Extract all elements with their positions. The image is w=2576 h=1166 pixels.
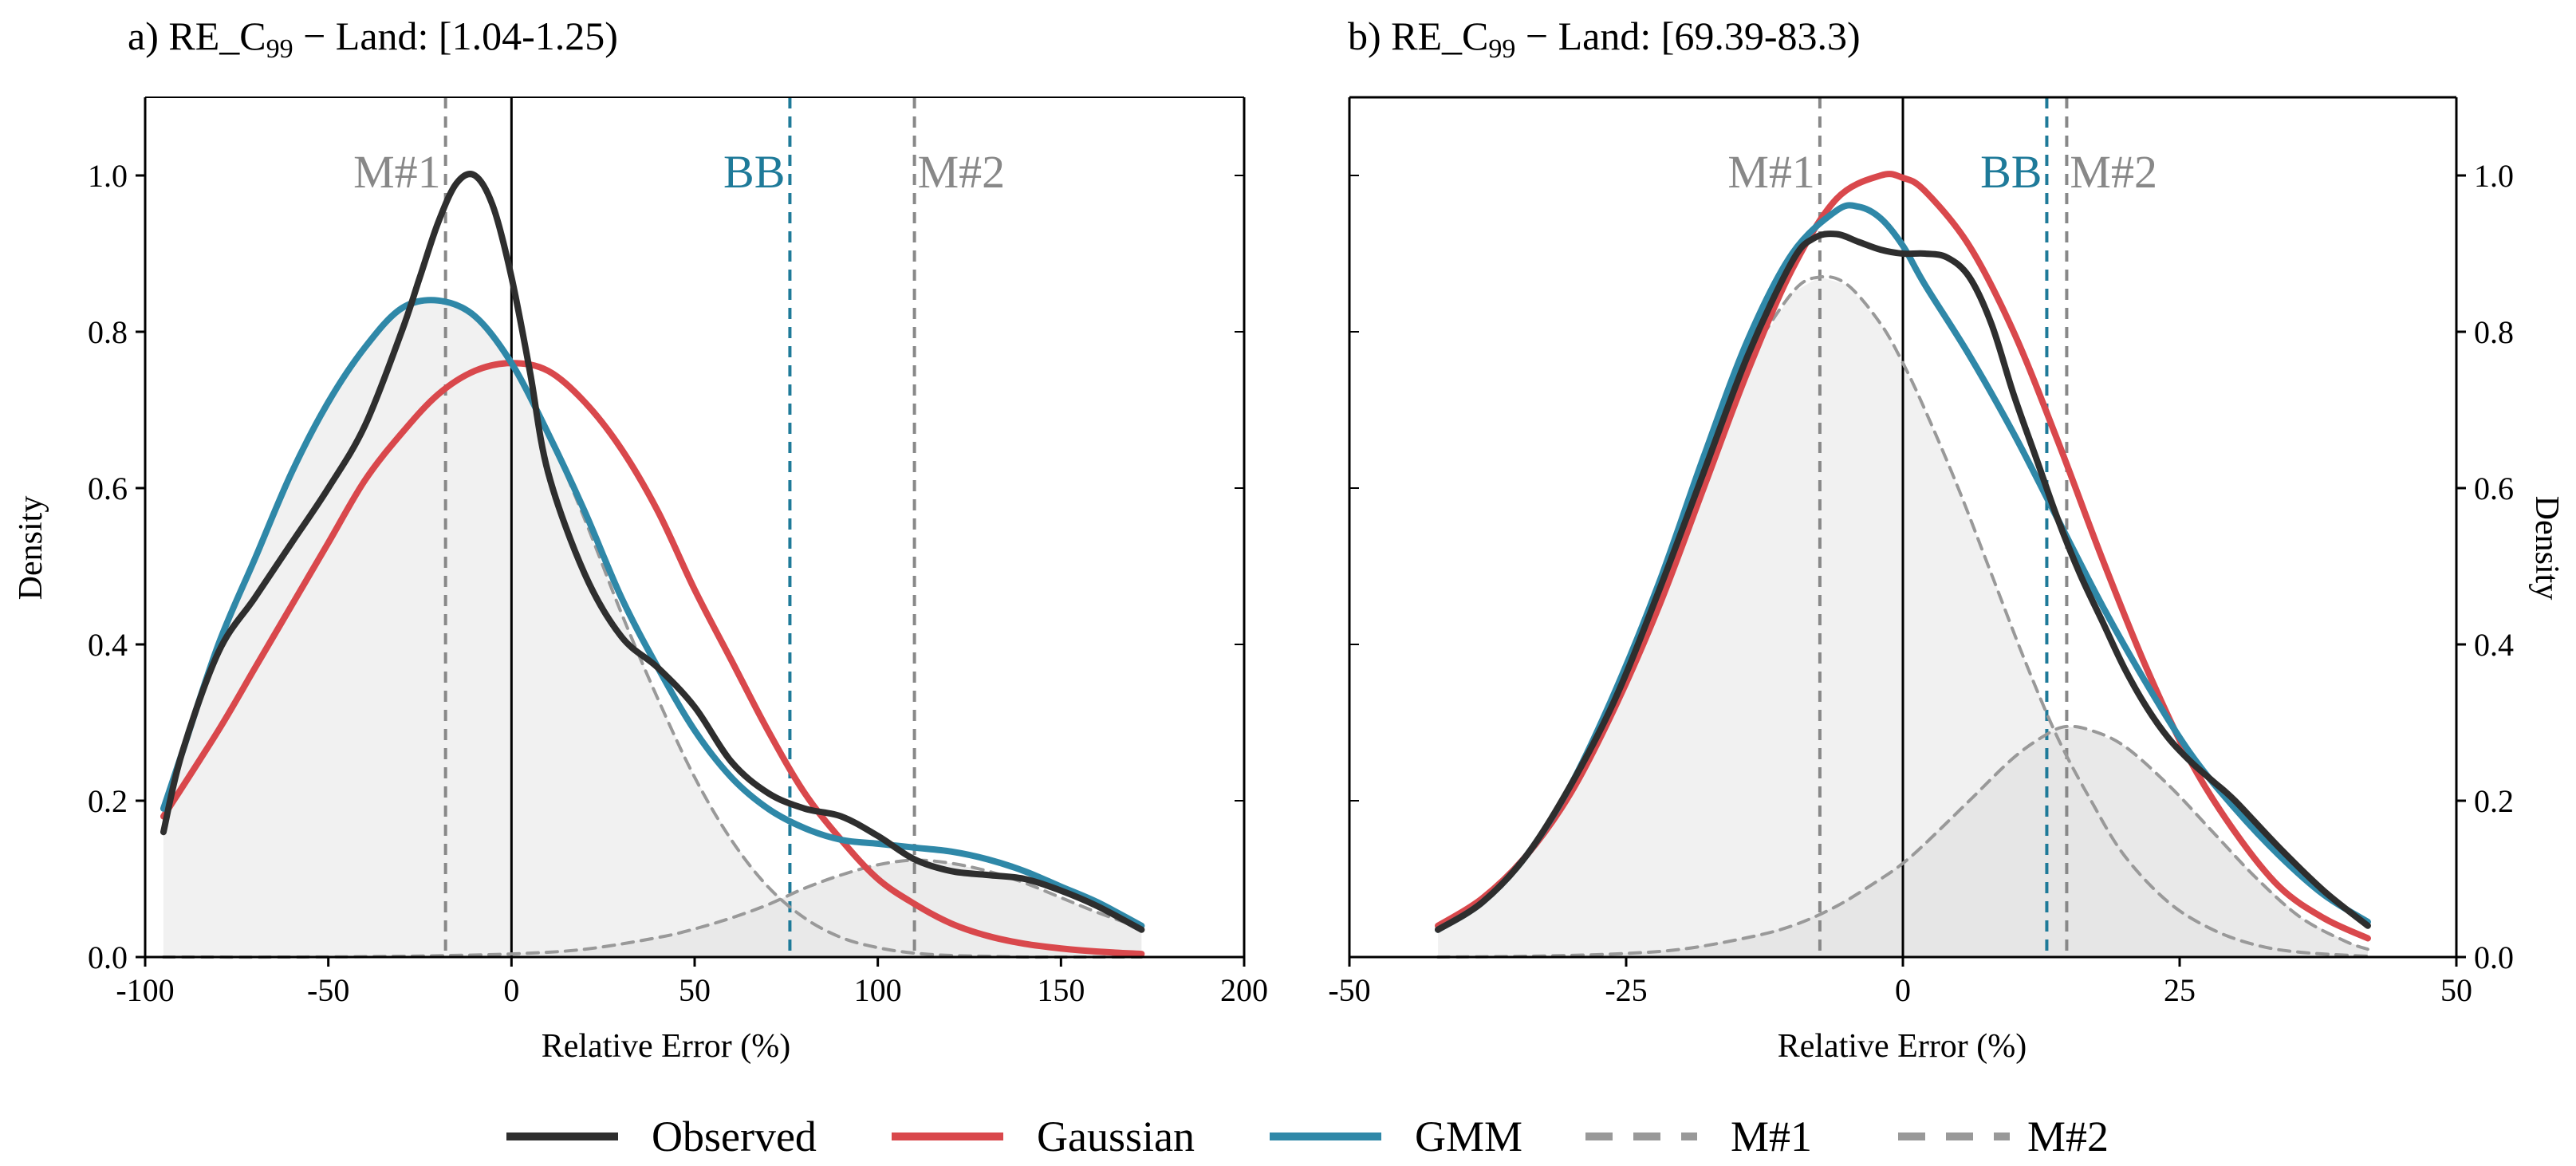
panel-a-ytick-label: 0.8 — [88, 314, 128, 350]
panel-a-vline-label-m-2: M#2 — [918, 146, 1006, 198]
panel-b-ytick-label: 0.6 — [2474, 471, 2514, 506]
panel-b-ytick-label: 0.4 — [2474, 627, 2514, 663]
panel-a-ylabel: Density — [13, 496, 49, 601]
panel-b-vline-label-m-1: M#1 — [1727, 146, 1815, 198]
legend-label-m1: M#1 — [1731, 1113, 1812, 1160]
panel-b-ytick-label: 0.2 — [2474, 783, 2514, 819]
panel-b-fill-m-2 — [1438, 726, 2368, 957]
panel-a-vline-label-m-1: M#1 — [353, 146, 441, 198]
legend-label-gmm: GMM — [1415, 1113, 1522, 1160]
panel-a-xtick-label: -50 — [307, 972, 349, 1008]
legend: Observed Gaussian GMM M#1 M#2 — [506, 1113, 2109, 1160]
panel-a-xtick-label: 50 — [679, 972, 711, 1008]
panel-b-xtick-label: 50 — [2440, 972, 2472, 1008]
panel-a-ytick-label: 0.4 — [88, 627, 128, 663]
panel-b-xtick-label: -50 — [1328, 972, 1370, 1008]
panel-b-vline-label-bb: BB — [1980, 146, 2042, 198]
panel-b-xtick-label: 0 — [1895, 972, 1911, 1008]
panel-a-xtick-label: 150 — [1037, 972, 1085, 1008]
panel-b-series-observed — [1435, 230, 2371, 933]
panel-b-title: b) RE_C99 − Land: [69.39-83.3) — [1348, 14, 1861, 64]
panel-b-ylabel: Density — [2528, 496, 2565, 601]
legend-item-gaussian: Gaussian — [892, 1113, 1195, 1160]
panel-b-series-m-2 — [1436, 724, 2369, 959]
panel-a-vline-label-bb: BB — [723, 146, 785, 198]
panel-a-series-gaussian — [160, 360, 1145, 958]
panel-a-ytick-label: 0.6 — [88, 471, 128, 506]
panel-a-ytick-label: 0.2 — [88, 783, 128, 819]
legend-label-gaussian: Gaussian — [1037, 1113, 1195, 1160]
panel-a-series-observed — [160, 171, 1145, 933]
panel-a-xtick-label: -100 — [116, 972, 174, 1008]
legend-item-m2: M#2 — [1898, 1113, 2109, 1160]
legend-item-observed: Observed — [506, 1113, 817, 1160]
panel-a-xtick-label: 0 — [503, 972, 519, 1008]
panel-b-ytick-label: 0.0 — [2474, 939, 2514, 975]
panel-a: a) RE_C99 − Land: [1.04-1.25) -100 -50 0 50… — [13, 14, 1268, 1065]
panel-a-xtick-label: 200 — [1220, 972, 1268, 1008]
panel-b-xtick-label: -25 — [1605, 972, 1647, 1008]
panel-a-ytick-label: 1.0 — [88, 158, 128, 194]
panel-b-ytick-label: 1.0 — [2474, 158, 2514, 194]
panel-b-xtick-label: 25 — [2164, 972, 2196, 1008]
panel-b: b) RE_C99 − Land: [69.39-83.3) -50 -25 0 25… — [1328, 14, 2565, 1065]
legend-label-m2: M#2 — [2027, 1113, 2109, 1160]
legend-item-gmm: GMM — [1270, 1113, 1522, 1160]
panel-a-title: a) RE_C99 − Land: [1.04-1.25) — [128, 14, 618, 64]
panel-a-xtick-label: 100 — [854, 972, 902, 1008]
panel-a-fill-m-2 — [163, 860, 1142, 957]
legend-item-m1: M#1 — [1585, 1113, 1812, 1160]
panel-b-vline-label-m-2: M#2 — [2070, 146, 2157, 198]
panel-a-series-gmm — [160, 297, 1145, 929]
panel-b-xlabel: Relative Error (%) — [1778, 1028, 2027, 1065]
panel-a-xlabel: Relative Error (%) — [542, 1028, 791, 1065]
panel-b-ytick-label: 0.8 — [2474, 314, 2514, 350]
legend-label-observed: Observed — [652, 1113, 817, 1160]
panel-a-ytick-label: 0.0 — [88, 939, 128, 975]
panel-a-fill-m-1 — [163, 300, 1142, 957]
